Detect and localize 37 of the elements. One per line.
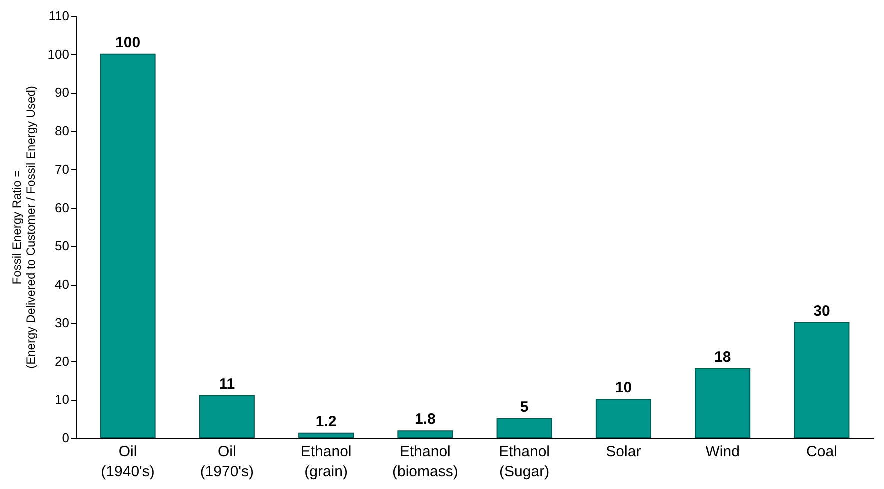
bar xyxy=(298,432,354,438)
data-label: 1.2 xyxy=(316,413,337,430)
bar xyxy=(695,368,751,438)
y-tick-label: 50 xyxy=(55,238,70,254)
y-tick-label: 110 xyxy=(48,8,70,24)
x-tick-label: Ethanol (Sugar) xyxy=(499,444,550,480)
bar xyxy=(199,395,255,438)
bar xyxy=(398,430,454,438)
y-tick-label: 20 xyxy=(55,354,70,369)
x-tick-label: Wind xyxy=(706,444,740,460)
y-axis-title: Fossil Energy Ratio = (Energy Delivered to Customer / Fossil Energy Used) xyxy=(10,86,38,369)
x-tick-label: Oil (1970's) xyxy=(200,444,254,480)
x-tick-label: Ethanol (biomass) xyxy=(392,444,458,480)
data-label: 10 xyxy=(615,380,632,397)
data-label: 30 xyxy=(814,302,830,320)
bar xyxy=(596,399,652,438)
y-tick-label: 40 xyxy=(55,277,70,292)
y-tick-label: 30 xyxy=(55,315,70,330)
data-label: 100 xyxy=(116,34,141,52)
data-label: 11 xyxy=(219,376,236,393)
x-tick-label: Coal xyxy=(806,444,838,460)
y-tick-label: 90 xyxy=(55,85,70,100)
y-tick-label: 100 xyxy=(48,46,70,62)
data-label: 1.8 xyxy=(415,411,436,428)
bar xyxy=(496,418,552,438)
bar xyxy=(794,322,850,438)
data-label: 5 xyxy=(520,398,529,416)
x-tick-label: Ethanol (grain) xyxy=(300,444,352,480)
y-tick-label: 10 xyxy=(55,392,70,408)
y-tick-label: 80 xyxy=(55,124,70,139)
bar xyxy=(100,54,156,438)
y-tick-label: 0 xyxy=(62,430,70,446)
y-tick-label: 60 xyxy=(55,200,70,216)
x-tick-label: Oil (1940's) xyxy=(101,444,155,480)
x-tick-label: Solar xyxy=(606,444,642,460)
y-tick-label: 70 xyxy=(55,162,70,177)
data-label: 18 xyxy=(714,348,732,366)
